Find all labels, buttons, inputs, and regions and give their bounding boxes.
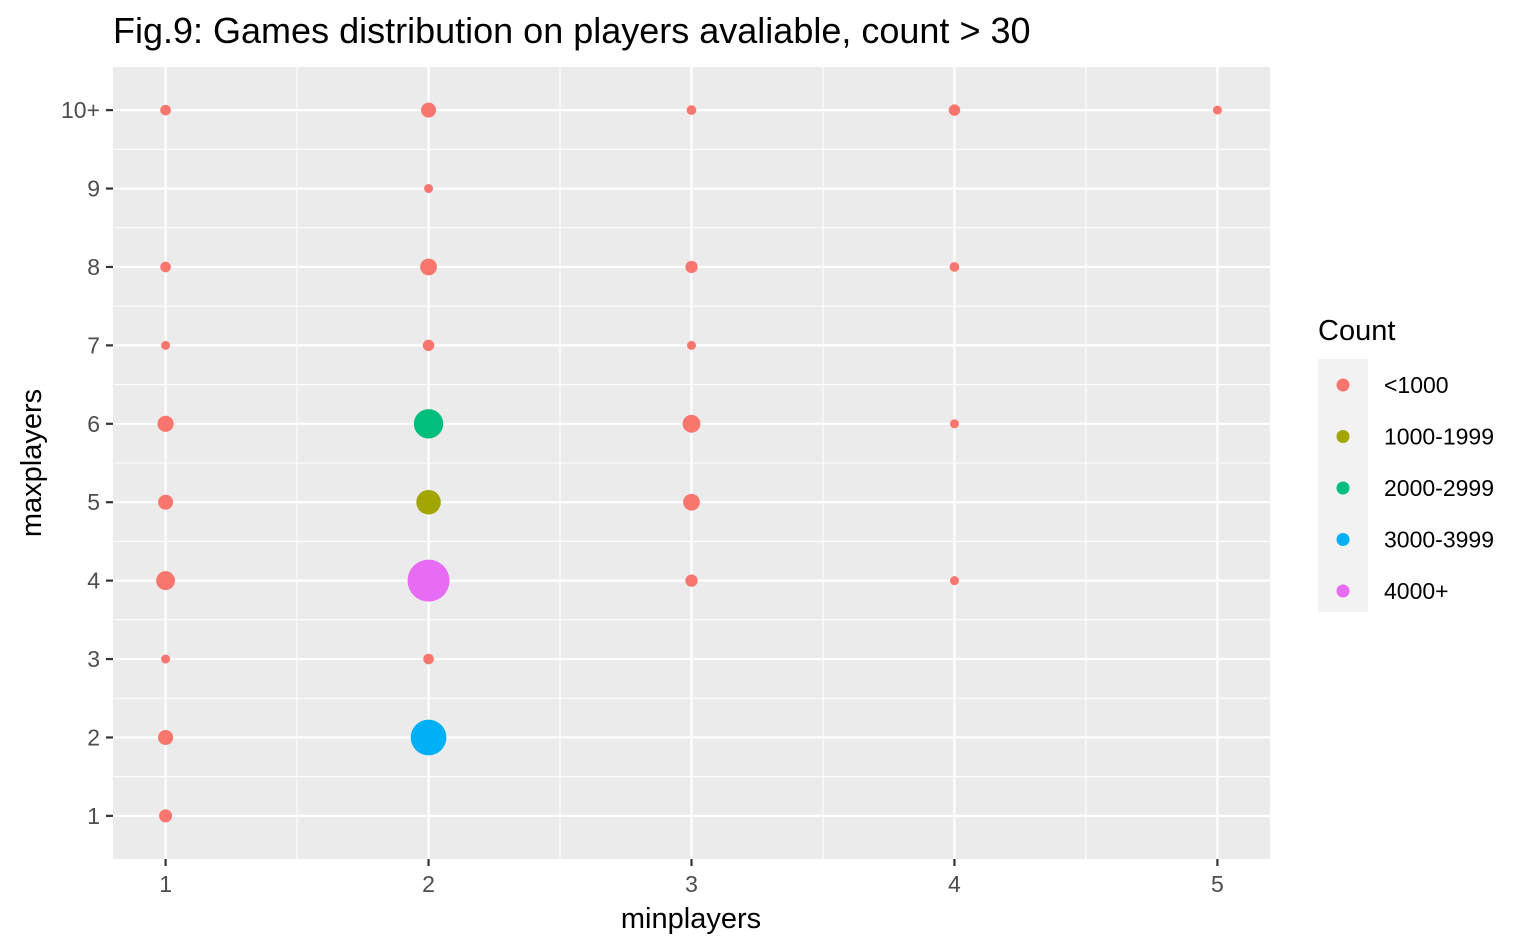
y-axis-title: maxplayers	[16, 389, 48, 537]
data-point	[157, 415, 174, 432]
data-point	[685, 260, 698, 274]
y-tick-label: 5	[87, 489, 100, 515]
legend-key	[1336, 481, 1350, 495]
legend-key	[1336, 533, 1350, 546]
legend-label: 3000-3999	[1384, 527, 1494, 553]
x-tick-label: 1	[159, 871, 172, 897]
data-point	[410, 719, 447, 756]
data-point	[683, 493, 700, 511]
y-tick-label: 9	[87, 176, 100, 202]
y-tick-label: 8	[87, 254, 100, 280]
data-point	[161, 654, 171, 664]
data-point	[686, 105, 697, 115]
data-point	[687, 340, 696, 350]
data-point	[160, 261, 171, 273]
data-point	[948, 104, 961, 116]
y-tick-label: 6	[87, 411, 100, 437]
data-point	[407, 559, 450, 602]
y-tick-label: 7	[87, 332, 100, 358]
x-axis-title: minplayers	[621, 903, 761, 935]
data-point	[949, 262, 960, 272]
legend-title: Count	[1318, 315, 1395, 347]
data-points	[156, 102, 1222, 823]
legend-label: 4000+	[1384, 578, 1449, 604]
data-point	[416, 489, 441, 515]
legend-label: 1000-1999	[1384, 424, 1494, 450]
x-tick-label: 3	[685, 871, 698, 897]
x-axis: 1 2 3 4 5	[159, 859, 1224, 897]
data-point	[1212, 105, 1222, 115]
data-point	[424, 184, 434, 194]
legend-label: 2000-2999	[1384, 475, 1494, 501]
legend-key	[1336, 584, 1350, 598]
legend-label: <1000	[1384, 372, 1449, 398]
y-tick-label: 2	[87, 724, 100, 750]
data-point	[949, 576, 959, 586]
legend-key	[1336, 430, 1350, 443]
legend: Count <1000 1000-1999 2000-2999 3000-3999 40…	[1318, 315, 1494, 612]
x-tick-label: 5	[1211, 871, 1224, 897]
data-point	[161, 340, 171, 350]
data-point	[156, 571, 176, 591]
y-tick-label: 1	[87, 803, 100, 829]
y-tick-label: 4	[87, 568, 100, 594]
legend-items: <1000 1000-1999 2000-2999 3000-3999 4000+	[1336, 372, 1494, 604]
data-point	[423, 653, 434, 665]
x-tick-label: 4	[948, 871, 961, 897]
y-tick-label: 3	[87, 646, 100, 672]
data-point	[421, 102, 437, 118]
data-point	[949, 419, 959, 429]
data-point	[158, 729, 174, 745]
data-point	[682, 414, 701, 433]
data-point	[422, 339, 435, 352]
chart-title: Fig.9: Games distribution on players ava…	[113, 10, 1031, 51]
data-point	[685, 574, 698, 587]
legend-key	[1336, 378, 1350, 392]
data-point	[420, 258, 437, 276]
data-point	[413, 409, 444, 439]
data-point	[160, 104, 171, 116]
data-point	[159, 809, 173, 823]
x-tick-label: 2	[422, 871, 435, 897]
y-tick-label: 10+	[61, 97, 100, 123]
y-axis: 1 2 3 4 5 6 7 8 9 10+	[61, 97, 113, 829]
data-point	[158, 494, 174, 510]
